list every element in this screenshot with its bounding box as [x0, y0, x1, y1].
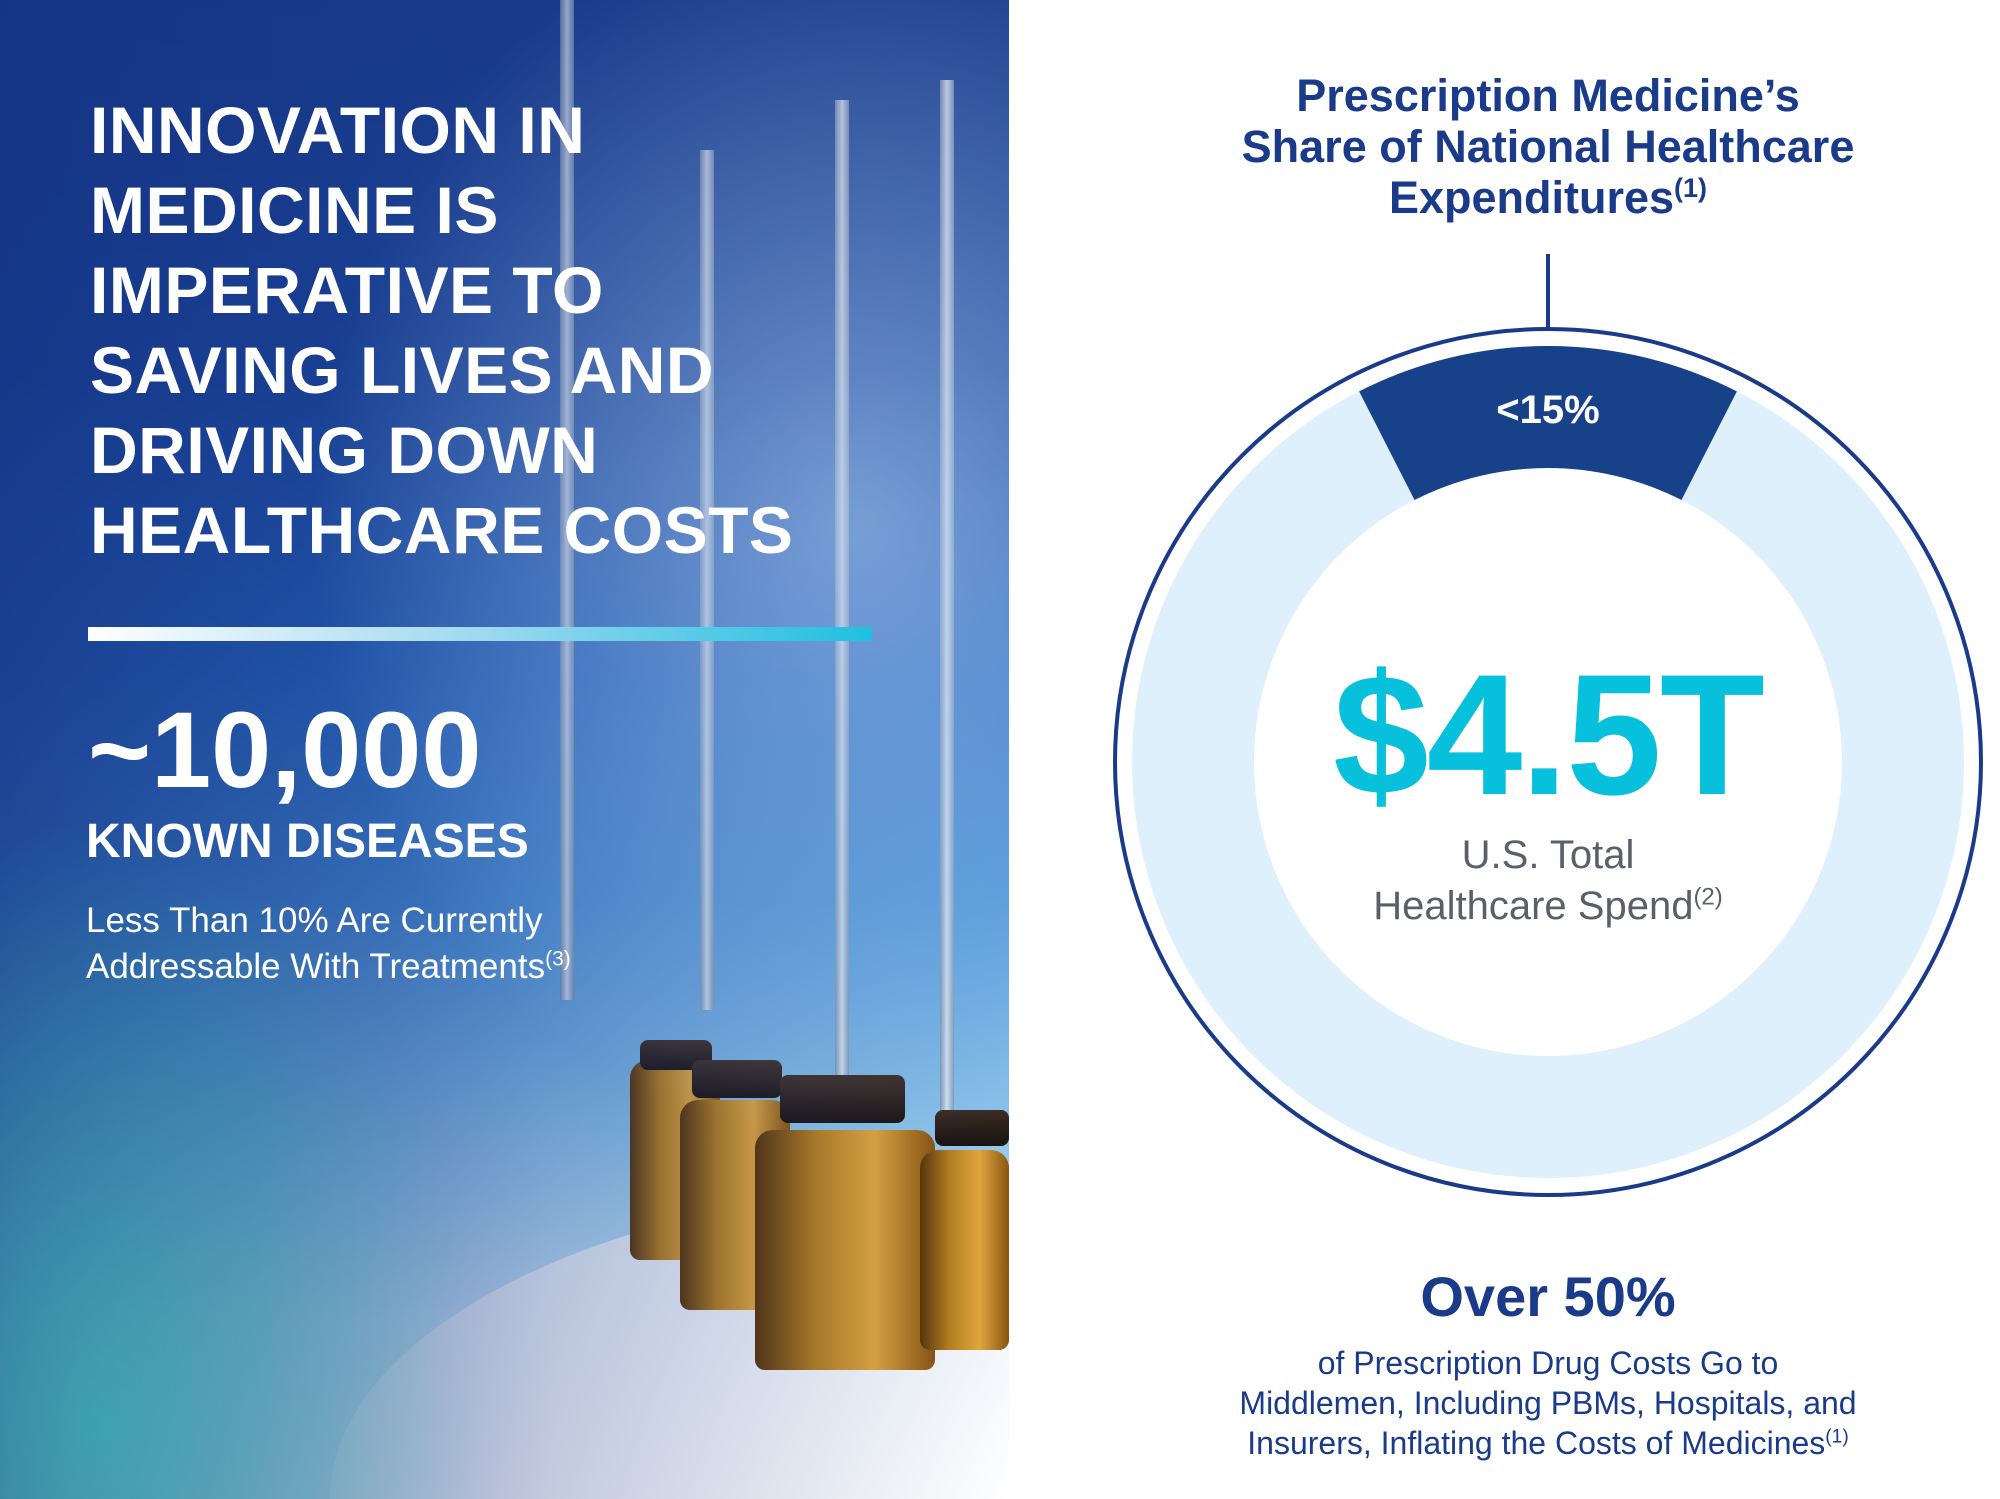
disease-note: Less Than 10% Are Currently Addressable …: [86, 898, 571, 990]
chart-title: Prescription Medicine’s Share of Nationa…: [1120, 70, 1976, 223]
title-line: Prescription Medicine’s: [1296, 70, 1800, 121]
headline-line: INNOVATION IN: [90, 93, 586, 167]
headline-line: DRIVING DOWN: [90, 413, 599, 487]
footnote-ref: (3): [545, 947, 571, 971]
donut-segment-prescription: [1359, 345, 1737, 501]
headline: INNOVATION IN MEDICINE IS IMPERATIVE TO …: [90, 90, 793, 570]
note-line: Less Than 10% Are Currently: [86, 901, 543, 940]
label-line: U.S. Total: [1461, 833, 1635, 877]
note-line: Middlemen, Including PBMs, Hospitals, an…: [1239, 1385, 1857, 1421]
title-line: Share of National Healthcare: [1241, 121, 1855, 172]
note-line: Addressable With Treatments: [86, 947, 546, 986]
headline-line: MEDICINE IS: [90, 173, 499, 247]
label-line: Healthcare Spend: [1373, 884, 1694, 928]
donut-outline: [1113, 327, 1983, 1197]
segment-label: <15%: [1496, 388, 1600, 432]
middlemen-note: of Prescription Drug Costs Go to Middlem…: [1120, 1343, 1976, 1463]
footnote-ref: (1): [1674, 172, 1708, 203]
footnote-ref: (2): [1693, 883, 1723, 911]
photo-overlay: [0, 0, 1009, 1499]
footnote-ref: (1): [1825, 1426, 1849, 1448]
total-spend-label: U.S. Total Healthcare Spend(2): [1248, 830, 1848, 932]
headline-line: SAVING LIVES AND: [90, 333, 715, 407]
headline-line: IMPERATIVE TO: [90, 253, 604, 327]
middlemen-headline: Over 50%: [1420, 1265, 1676, 1328]
note-line: of Prescription Drug Costs Go to: [1317, 1345, 1779, 1381]
note-line: Insurers, Inflating the Costs of Medicin…: [1247, 1425, 1826, 1461]
title-line: Expenditures: [1388, 172, 1675, 223]
headline-line: HEALTHCARE COSTS: [90, 493, 794, 567]
total-spend-value: $4.5T: [1333, 639, 1765, 831]
divider-bar: [88, 627, 872, 641]
hero-photo-panel: INNOVATION IN MEDICINE IS IMPERATIVE TO …: [0, 0, 1009, 1499]
disease-label: KNOWN DISEASES: [86, 815, 529, 868]
disease-count: ~10,000: [88, 689, 482, 810]
